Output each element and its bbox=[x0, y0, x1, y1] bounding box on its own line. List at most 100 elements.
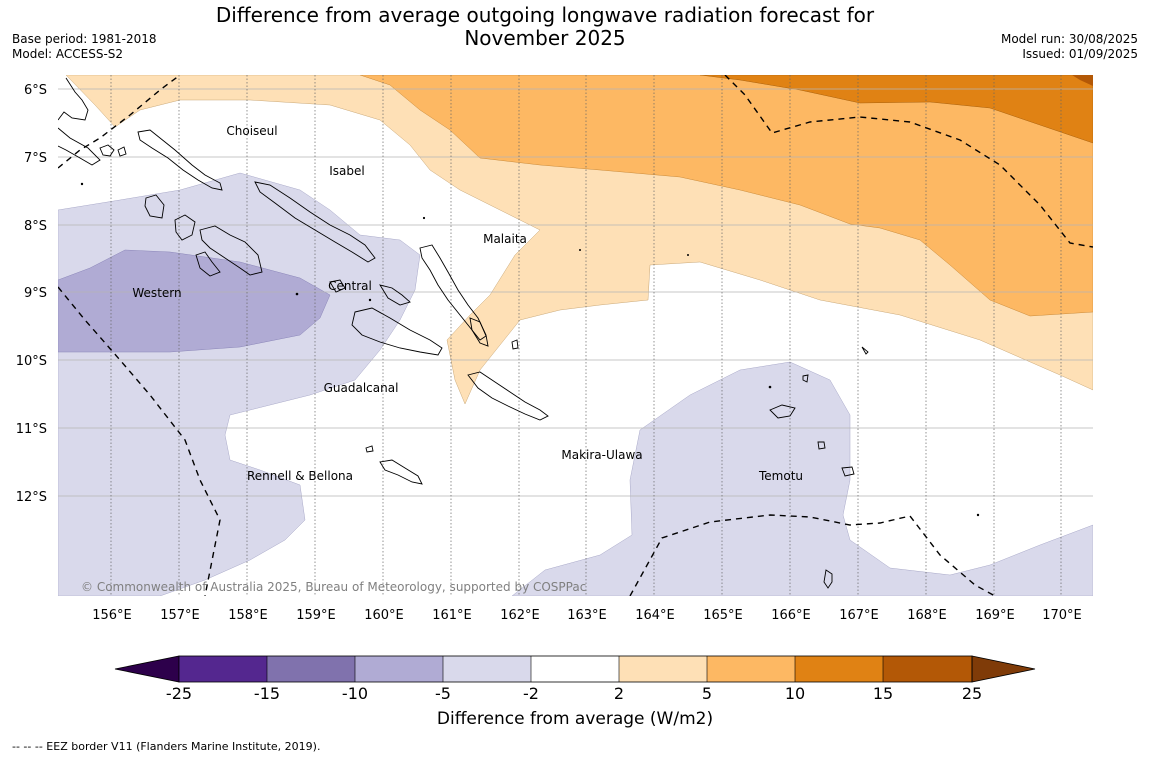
lon-label: 170°E bbox=[1042, 608, 1082, 623]
florida-islands bbox=[379, 284, 411, 306]
colorbar-tick: 5 bbox=[702, 684, 712, 703]
lon-label: 162°E bbox=[500, 608, 540, 623]
lon-label: 158°E bbox=[228, 608, 268, 623]
small-islets bbox=[80, 182, 980, 517]
colorbar-swatch bbox=[355, 656, 443, 682]
contour-neg2-to-neg5-east bbox=[511, 361, 1093, 596]
model-name: Model: ACCESS-S2 bbox=[12, 47, 124, 61]
rendova bbox=[195, 251, 221, 277]
lon-label: 167°E bbox=[839, 608, 879, 623]
title-line-2: November 2025 bbox=[464, 26, 626, 50]
base-period: Base period: 1981-2018 bbox=[12, 32, 157, 46]
colorbar-tick: 25 bbox=[962, 684, 982, 703]
lon-label: 156°E bbox=[92, 608, 132, 623]
colorbar-swatch bbox=[795, 656, 883, 682]
lon-label: 163°E bbox=[567, 608, 607, 623]
lon-label: 166°E bbox=[771, 608, 811, 623]
eez-borders bbox=[58, 75, 1093, 596]
graticule bbox=[58, 88, 1093, 497]
label-choiseul: Choiseul bbox=[226, 124, 277, 138]
lat-label: 11°S bbox=[16, 422, 47, 437]
lon-label: 160°E bbox=[364, 608, 404, 623]
colorbar-ticks: -25 -15 -10 -5 -2 2 5 10 15 25 bbox=[166, 684, 982, 703]
guadalcanal-island bbox=[351, 307, 443, 356]
colorbar-under-arrow bbox=[114, 655, 180, 683]
lat-label: 8°S bbox=[24, 219, 47, 234]
label-rennell-bellona: Rennell & Bellona bbox=[247, 469, 353, 483]
choiseul-island bbox=[137, 129, 223, 191]
colorbar-swatch bbox=[707, 656, 795, 682]
copyright-credit: © Commonwealth of Australia 2025, Bureau… bbox=[81, 580, 587, 594]
isabel-island bbox=[254, 181, 376, 263]
lat-label: 9°S bbox=[24, 286, 47, 301]
lon-label: 161°E bbox=[432, 608, 472, 623]
longitude-labels: 156°E 157°E 158°E 159°E 160°E 161°E 162°… bbox=[92, 608, 1082, 623]
label-temotu: Temotu bbox=[758, 469, 803, 483]
run-info: Model run: 30/08/2025 Issued: 01/09/2025 bbox=[1001, 32, 1138, 62]
colorbar-tick: -10 bbox=[342, 684, 368, 703]
label-western: Western bbox=[132, 286, 181, 300]
label-central: Central bbox=[328, 279, 372, 293]
new-georgia bbox=[174, 214, 263, 276]
lat-label: 7°S bbox=[24, 151, 47, 166]
lon-label: 168°E bbox=[907, 608, 947, 623]
lon-label: 164°E bbox=[635, 608, 675, 623]
colorbar-swatch bbox=[619, 656, 707, 682]
lon-label: 165°E bbox=[703, 608, 743, 623]
small-malaita bbox=[469, 317, 487, 341]
map-title: Difference from average outgoing longwav… bbox=[0, 4, 1150, 50]
issued-date: Issued: 01/09/2025 bbox=[1022, 47, 1138, 61]
ulawa-island bbox=[511, 339, 519, 350]
base-info: Base period: 1981-2018 Model: ACCESS-S2 bbox=[12, 32, 157, 62]
colorbar-swatch bbox=[179, 656, 267, 682]
colorbar-tick: -5 bbox=[435, 684, 451, 703]
reef-islands bbox=[802, 374, 809, 383]
label-isabel: Isabel bbox=[329, 164, 364, 178]
utupua-island bbox=[841, 466, 855, 477]
malaita-island bbox=[419, 244, 489, 347]
lon-label: 159°E bbox=[296, 608, 336, 623]
latitude-labels: 6°S 7°S 8°S 9°S 10°S 11°S 12°S bbox=[16, 83, 47, 505]
colorbar-tick: -15 bbox=[254, 684, 280, 703]
contour-15-to-25 bbox=[1072, 75, 1093, 86]
province-labels: Choiseul Isabel Malaita Western Central … bbox=[132, 124, 803, 483]
makira-island bbox=[467, 371, 549, 421]
label-guadalcanal: Guadalcanal bbox=[324, 381, 399, 395]
russell-islands bbox=[329, 279, 346, 293]
shortland-isles bbox=[99, 144, 127, 157]
contour-5-to-10 bbox=[359, 75, 1093, 317]
meridians bbox=[110, 75, 1062, 596]
duff-islands bbox=[861, 346, 869, 355]
colorbar-tick: 2 bbox=[614, 684, 624, 703]
colorbar-swatch bbox=[267, 656, 355, 682]
tikopia-island bbox=[823, 569, 833, 589]
rennell-island bbox=[379, 459, 423, 485]
colorbar-swatch bbox=[883, 656, 972, 682]
vella-lavella bbox=[144, 194, 165, 219]
label-malaita: Malaita bbox=[483, 232, 527, 246]
coastlines bbox=[58, 77, 869, 589]
map-area bbox=[58, 75, 1093, 596]
lon-label: 169°E bbox=[975, 608, 1015, 623]
lat-label: 12°S bbox=[16, 490, 47, 505]
colorbar bbox=[114, 655, 1036, 683]
lon-label: 157°E bbox=[160, 608, 200, 623]
bougainville-south bbox=[58, 127, 101, 166]
lat-label: 6°S bbox=[24, 83, 47, 98]
label-makira-ulawa: Makira-Ulawa bbox=[561, 448, 642, 462]
colorbar-frame bbox=[178, 655, 973, 683]
santa-cruz-island bbox=[769, 404, 796, 419]
title-line-1: Difference from average outgoing longwav… bbox=[215, 3, 875, 27]
eez-legend-note: -- -- -- EEZ border V11 (Flanders Marine… bbox=[12, 740, 321, 753]
colorbar-swatch bbox=[531, 656, 619, 682]
lat-label: 10°S bbox=[16, 354, 47, 369]
colorbar-over-arrow bbox=[971, 655, 1036, 683]
contour-neg5-to-neg10 bbox=[58, 249, 331, 353]
colorbar-tick: 10 bbox=[785, 684, 805, 703]
colorbar-label: Difference from average (W/m2) bbox=[436, 709, 714, 729]
vanikoro-island bbox=[817, 441, 826, 450]
contour-10-to-15 bbox=[699, 75, 1093, 144]
bellona-island bbox=[365, 445, 374, 453]
colorbar-tick: -25 bbox=[166, 684, 192, 703]
